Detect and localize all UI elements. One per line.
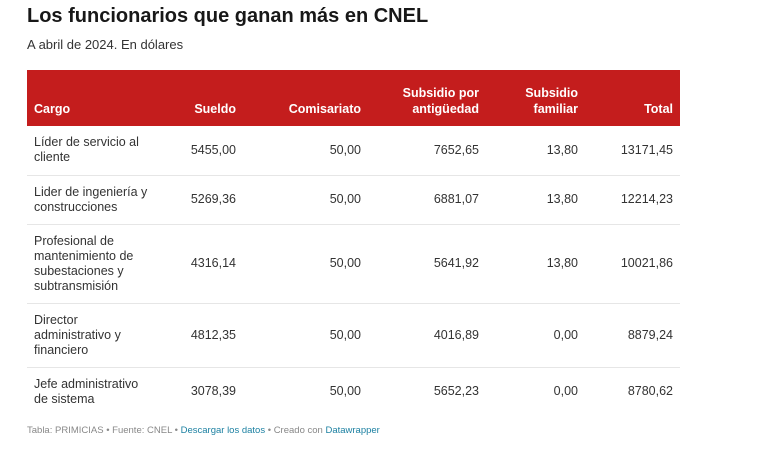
- cell-sueldo: 5269,36: [158, 175, 243, 225]
- column-header-subsidio-antiguedad[interactable]: Subsidio por antigüedad: [402, 86, 479, 116]
- column-header-comisariato[interactable]: Comisariato: [288, 102, 361, 116]
- cell-comisariato: 50,00: [329, 384, 361, 399]
- cell-sueldo: 4316,14: [158, 224, 243, 304]
- table-row: Director administrativo y financiero 481…: [27, 303, 680, 368]
- cell-cargo: Lider de ingeniería y construcciones: [27, 175, 158, 225]
- footer-credits: Tabla: PRIMICIAS • Fuente: CNEL •: [27, 425, 181, 436]
- table-row: Profesional de mantenimiento de subestac…: [27, 224, 680, 304]
- footer-created-with: • Creado con: [265, 425, 326, 436]
- data-table: Cargo Sueldo Comisariato Subsidio por an…: [27, 70, 680, 416]
- cell-subsidio-familiar: 0,00: [553, 384, 578, 399]
- cell-total: 8780,62: [627, 384, 673, 399]
- cell-cargo: Director administrativo y financiero: [27, 303, 158, 368]
- cell-cargo: Jefe administrativo de sistema: [34, 376, 139, 406]
- chart-subtitle: A abril de 2024. En dólares: [27, 37, 184, 52]
- cell-subsidio-familiar: 13,80: [486, 126, 585, 176]
- cell-sueldo: 4812,35: [158, 303, 243, 368]
- datawrapper-link[interactable]: Datawrapper: [325, 425, 380, 436]
- cell-comisariato: 50,00: [243, 126, 368, 176]
- cell-comisariato: 50,00: [243, 224, 368, 304]
- cell-subsidio-familiar: 0,00: [486, 303, 585, 368]
- table-row: Líder de servicio al cliente 5455,00 50,…: [27, 126, 680, 176]
- cell-subsidio-antiguedad: 5652,23: [433, 384, 479, 399]
- cell-cargo: Líder de servicio al cliente: [27, 126, 158, 176]
- table-body: Líder de servicio al cliente 5455,00 50,…: [27, 126, 680, 416]
- cell-subsidio-antiguedad: 7652,65: [368, 126, 486, 176]
- cell-comisariato: 50,00: [243, 175, 368, 225]
- cell-total: 8879,24: [585, 303, 680, 368]
- column-header-cargo[interactable]: Cargo: [34, 102, 71, 116]
- download-data-link[interactable]: Descargar los datos: [180, 425, 266, 436]
- column-header-subsidio-familiar[interactable]: Subsidio familiar: [525, 86, 578, 116]
- cell-subsidio-familiar: 13,80: [486, 175, 585, 225]
- chart-footer: Tabla: PRIMICIAS • Fuente: CNEL • Descar…: [27, 425, 380, 436]
- table-row: Lider de ingeniería y construcciones 526…: [27, 175, 680, 225]
- header-row: Cargo Sueldo Comisariato Subsidio por an…: [27, 70, 680, 126]
- chart-title: Los funcionarios que ganan más en CNEL: [27, 5, 429, 27]
- cell-total: 13171,45: [585, 126, 680, 176]
- cell-comisariato: 50,00: [243, 303, 368, 368]
- cell-subsidio-antiguedad: 6881,07: [368, 175, 486, 225]
- cell-total: 12214,23: [585, 175, 680, 225]
- cell-subsidio-antiguedad: 4016,89: [368, 303, 486, 368]
- table-row: Jefe administrativo de sistema 3078,39 5…: [27, 367, 680, 416]
- column-header-total[interactable]: Total: [644, 102, 673, 116]
- cell-cargo: Profesional de mantenimiento de subestac…: [27, 224, 158, 304]
- cell-sueldo: 3078,39: [190, 384, 236, 399]
- cell-sueldo: 5455,00: [158, 126, 243, 176]
- cell-subsidio-familiar: 13,80: [486, 224, 585, 304]
- cell-subsidio-antiguedad: 5641,92: [368, 224, 486, 304]
- cell-total: 10021,86: [585, 224, 680, 304]
- table-header: Cargo Sueldo Comisariato Subsidio por an…: [27, 70, 680, 126]
- column-header-sueldo[interactable]: Sueldo: [194, 102, 236, 116]
